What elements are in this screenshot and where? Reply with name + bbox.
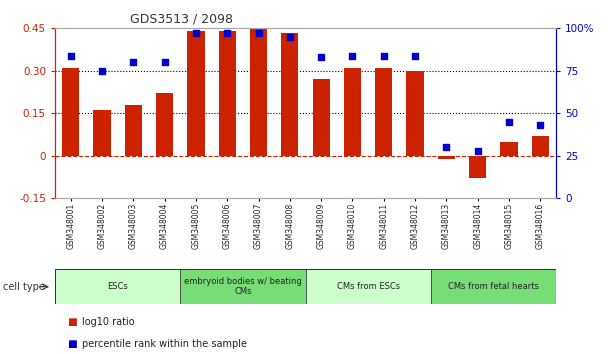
Text: ■: ■	[67, 317, 77, 327]
Text: CMs from fetal hearts: CMs from fetal hearts	[448, 282, 539, 291]
Bar	[125, 105, 142, 156]
Text: cell type: cell type	[3, 282, 45, 292]
Text: embryoid bodies w/ beating
CMs: embryoid bodies w/ beating CMs	[184, 277, 302, 296]
Bar	[62, 68, 79, 156]
Bar	[188, 31, 205, 156]
Point	[254, 30, 263, 36]
Point	[285, 34, 295, 40]
Bar	[55, 269, 180, 304]
Bar	[306, 269, 431, 304]
Point	[504, 119, 514, 125]
Bar	[250, 28, 267, 156]
Point	[442, 144, 452, 150]
Text: ESCs: ESCs	[108, 282, 128, 291]
Bar	[431, 269, 556, 304]
Bar	[281, 33, 298, 156]
Text: CMs from ESCs: CMs from ESCs	[337, 282, 400, 291]
Point	[191, 30, 201, 36]
Bar	[500, 142, 518, 156]
Point	[473, 148, 483, 154]
Point	[316, 55, 326, 60]
Point	[66, 53, 76, 58]
Point	[159, 59, 169, 65]
Text: GDS3513 / 2098: GDS3513 / 2098	[130, 13, 233, 26]
Bar	[532, 136, 549, 156]
Bar	[180, 269, 306, 304]
Bar	[93, 110, 111, 156]
Bar	[156, 93, 173, 156]
Bar	[406, 71, 423, 156]
Point	[348, 53, 357, 58]
Bar	[344, 68, 361, 156]
Bar	[313, 79, 330, 156]
Bar	[469, 156, 486, 178]
Point	[128, 59, 138, 65]
Text: percentile rank within the sample: percentile rank within the sample	[82, 339, 247, 349]
Point	[379, 53, 389, 58]
Point	[410, 53, 420, 58]
Point	[97, 68, 107, 74]
Bar	[438, 156, 455, 159]
Text: ■: ■	[67, 339, 77, 349]
Point	[222, 30, 232, 36]
Text: log10 ratio: log10 ratio	[82, 317, 135, 327]
Bar	[375, 68, 392, 156]
Bar	[219, 31, 236, 156]
Point	[535, 122, 545, 128]
